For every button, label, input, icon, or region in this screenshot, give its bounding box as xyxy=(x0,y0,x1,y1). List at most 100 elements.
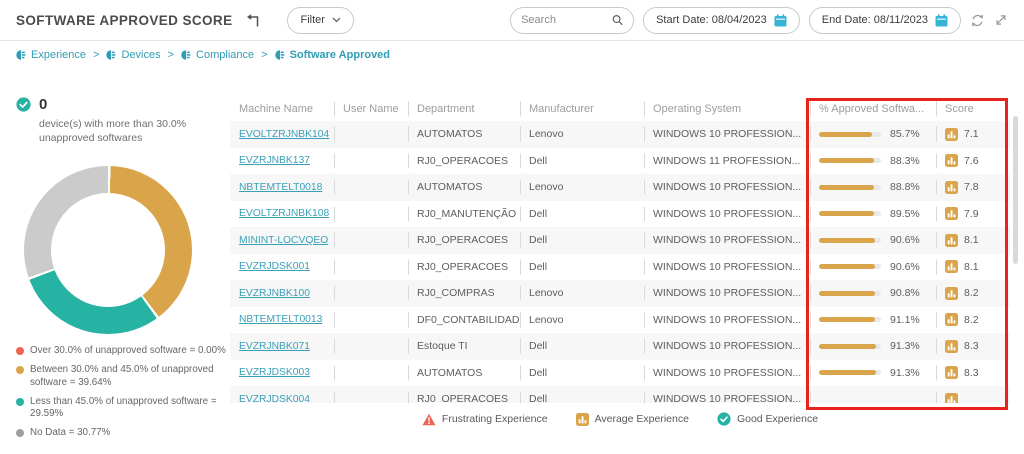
average-experience-icon xyxy=(945,207,958,221)
manufacturer-cell: Dell xyxy=(520,254,644,281)
end-date-label: End Date: 08/11/2023 xyxy=(821,14,928,26)
refresh-icon[interactable] xyxy=(970,13,985,28)
table-body: EVOLTZRJNBK104 AUTOMATOS Lenovo WINDOWS … xyxy=(230,121,1010,403)
breadcrumb-item[interactable]: Devices xyxy=(106,49,161,61)
manufacturer-cell: Dell xyxy=(520,148,644,175)
table-row: EVOLTZRJNBK104 AUTOMATOS Lenovo WINDOWS … xyxy=(230,121,1010,148)
chart-legend-item: Over 30.0% of unapproved software = 0.00… xyxy=(16,345,228,358)
progress-fill xyxy=(819,158,874,164)
approved-software-cell: 90.6% xyxy=(810,227,936,254)
manufacturer-cell: Dell xyxy=(520,360,644,387)
search-input[interactable] xyxy=(521,14,606,26)
col-user-name: User Name xyxy=(334,96,408,121)
average-experience-icon xyxy=(945,180,958,194)
breadcrumb-label: Software Approved xyxy=(289,49,391,61)
device-count: 0 xyxy=(39,96,48,113)
department-cell: Estoque TI xyxy=(408,333,520,360)
summary-panel: 0 device(s) with more than 30.0% unappro… xyxy=(16,96,228,446)
score-value: 7.6 xyxy=(964,154,979,167)
machine-name-link[interactable]: EVZRJDSK001 xyxy=(239,261,310,273)
breadcrumb-item[interactable]: Software Approved xyxy=(274,49,391,61)
department-cell: AUTOMATOS xyxy=(408,174,520,201)
user-name-cell xyxy=(334,227,408,254)
legend-label: Over 30.0% of unapproved software = 0.00… xyxy=(30,345,226,357)
expand-icon[interactable] xyxy=(994,13,1008,27)
page-title: SOFTWARE APPROVED SCORE xyxy=(16,12,233,28)
approved-percentage: 91.3% xyxy=(890,340,920,353)
device-count-description: device(s) with more than 30.0% unapprove… xyxy=(39,118,187,145)
good-experience-legend: Good Experience xyxy=(717,412,818,426)
breadcrumb-item[interactable]: Compliance xyxy=(181,49,254,61)
progress-bar xyxy=(819,290,881,296)
calendar-icon xyxy=(935,13,948,26)
breadcrumb-node-icon xyxy=(16,50,26,60)
score-value: 8.2 xyxy=(964,287,979,300)
average-experience-icon xyxy=(945,127,958,141)
approved-percentage: 88.3% xyxy=(890,154,920,167)
donut-chart[interactable] xyxy=(24,166,192,335)
department-cell: RJ0_OPERACOES xyxy=(408,254,520,281)
table-row: MININT-LOCVQEO RJ0_OPERACOES Dell WINDOW… xyxy=(230,227,1010,254)
breadcrumb-node-icon xyxy=(181,50,191,60)
user-name-cell xyxy=(334,148,408,175)
progress-fill xyxy=(819,264,876,270)
manufacturer-cell: Dell xyxy=(520,386,644,403)
breadcrumb-separator: > xyxy=(167,49,175,61)
machine-name-link[interactable]: EVZRJDSK003 xyxy=(239,367,310,379)
score-cell: 8.2 xyxy=(936,280,1010,307)
chart-legend-item: No Data = 30.77% xyxy=(16,427,228,440)
score-cell: 7.1 xyxy=(936,121,1010,148)
breadcrumb-label: Compliance xyxy=(196,49,255,61)
operating-system-cell: WINDOWS 10 PROFESSION... xyxy=(644,227,810,254)
average-experience-icon xyxy=(945,339,958,353)
average-experience-icon xyxy=(945,286,958,300)
approved-percentage: 90.6% xyxy=(890,234,920,247)
machine-name-link[interactable]: EVZRJNBK100 xyxy=(239,287,310,299)
machine-name-link[interactable]: EVZRJDSK004 xyxy=(239,393,310,403)
machine-name-link[interactable]: EVZRJNBK071 xyxy=(239,340,310,352)
table-row: EVZRJNBK100 RJ0_COMPRAS Lenovo WINDOWS 1… xyxy=(230,280,1010,307)
user-name-cell xyxy=(334,386,408,403)
average-experience-icon xyxy=(945,392,958,403)
approved-percentage: 91.3% xyxy=(890,366,920,379)
operating-system-cell: WINDOWS 10 PROFESSION... xyxy=(644,280,810,307)
progress-bar xyxy=(819,264,881,270)
score-cell: 8.2 xyxy=(936,307,1010,334)
machine-name-link[interactable]: NBTEMTELT0013 xyxy=(239,314,323,326)
legend-label: Less than 45.0% of unapproved software =… xyxy=(30,395,217,420)
table-scrollbar[interactable] xyxy=(1013,116,1018,264)
progress-fill xyxy=(819,343,876,349)
approved-software-cell xyxy=(810,386,936,403)
manufacturer-cell: Lenovo xyxy=(520,307,644,334)
breadcrumb-item[interactable]: Experience xyxy=(16,49,86,61)
legend-dot-icon xyxy=(16,347,24,356)
department-cell: RJ0_MANUTENÇÃO xyxy=(408,201,520,228)
approved-percentage: 90.8% xyxy=(890,287,920,300)
search-box[interactable] xyxy=(510,6,635,34)
machine-name-link[interactable]: MININT-LOCVQEO xyxy=(239,234,329,246)
progress-bar xyxy=(819,131,881,137)
machine-name-link[interactable]: EVOLTZRJNBK108 xyxy=(239,208,330,220)
operating-system-cell: WINDOWS 10 PROFESSION... xyxy=(644,201,810,228)
machine-name-link[interactable]: EVZRJNBK137 xyxy=(239,155,310,167)
end-date-button[interactable]: End Date: 08/11/2023 xyxy=(808,6,961,34)
approved-software-cell: 90.6% xyxy=(810,254,936,281)
table-row: NBTEMTELT0013 DF0_CONTABILIDADE Lenovo W… xyxy=(230,307,1010,334)
progress-fill xyxy=(819,184,875,190)
back-arrow-icon[interactable] xyxy=(246,13,261,28)
operating-system-cell: WINDOWS 10 PROFESSION... xyxy=(644,360,810,387)
table-row: EVZRJDSK004 RJ0_OPERACOES Dell WINDOWS 1… xyxy=(230,386,1010,403)
filter-button[interactable]: Filter xyxy=(287,6,354,34)
progress-bar xyxy=(819,184,881,190)
manufacturer-cell: Dell xyxy=(520,201,644,228)
col-operating-system: Operating System xyxy=(644,96,810,121)
breadcrumb-node-icon xyxy=(274,50,284,60)
score-value: 7.1 xyxy=(964,128,979,141)
machine-name-link[interactable]: EVOLTZRJNBK104 xyxy=(239,128,330,140)
filter-label: Filter xyxy=(300,14,325,26)
check-circle-icon xyxy=(16,97,31,112)
machine-name-link[interactable]: NBTEMTELT0018 xyxy=(239,181,323,193)
start-date-button[interactable]: Start Date: 08/04/2023 xyxy=(643,6,800,34)
col-score: Score xyxy=(936,96,1010,121)
breadcrumb-label: Experience xyxy=(31,49,87,61)
